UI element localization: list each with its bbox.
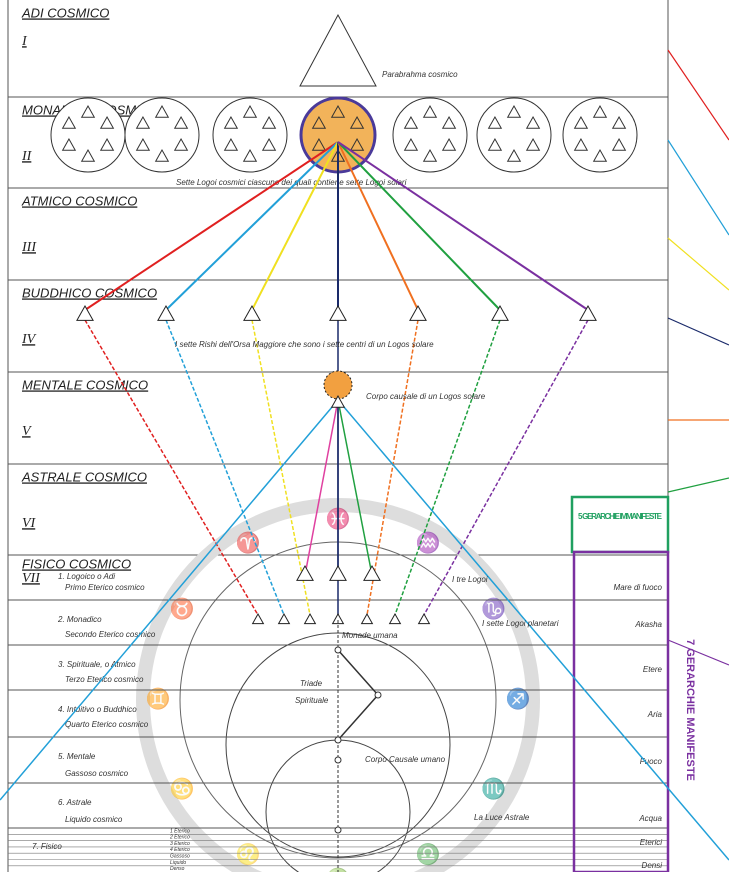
division-label: Gassoso: [170, 854, 190, 860]
annotation: Parabrahma cosmico: [382, 70, 458, 79]
zodiac-sign: ♌: [236, 842, 261, 866]
zodiac-sign: ♋: [170, 776, 195, 800]
ray-line: [668, 640, 729, 665]
annotation: I sette Rishi dell'Orsa Maggiore che son…: [175, 340, 434, 349]
ray-line: [668, 140, 729, 235]
plane-name: FISICO COSMICO: [22, 556, 131, 571]
hierarchy-label: 7 GERARCHIE MANIFESTE: [684, 639, 696, 781]
division-label: Denso: [170, 866, 185, 872]
plane-numeral: IV: [21, 332, 37, 347]
node: [335, 647, 341, 653]
hierarchy-label: 5 GERARCHIE IMMANIFESTE: [578, 512, 663, 521]
division-label: 3 Eterico: [170, 841, 190, 847]
element-label: Eterici: [640, 838, 662, 847]
annotation: I sette Logoi planetari: [482, 619, 559, 628]
element-label: Etere: [643, 665, 663, 674]
subplane-title: 4. Intuitivo o Buddhico: [58, 705, 137, 714]
ray-line: [338, 142, 418, 310]
annotation: Corpo Causale umano: [365, 755, 446, 764]
plane-numeral: I: [21, 34, 28, 49]
zodiac-sign: ♒: [416, 530, 441, 554]
annotation: Monade umana: [342, 631, 398, 640]
triangle: [419, 614, 430, 624]
triangle: [305, 614, 316, 624]
plane-numeral: VII: [22, 571, 41, 586]
ray-line: [668, 50, 729, 140]
triangle: [279, 614, 290, 624]
plane-name: ATMICO COSMICO: [21, 193, 137, 208]
division-label: 1 Eterico: [170, 828, 190, 834]
zodiac-sign: ♈: [236, 530, 261, 554]
subplane-title: 7. Fisico: [32, 842, 62, 851]
ray-line: [85, 142, 338, 310]
ray-line: [424, 320, 588, 615]
annotation: Corpo causale di un Logos solare: [366, 392, 486, 401]
triad: [338, 650, 378, 740]
zodiac-sign: ♎: [416, 842, 441, 866]
annotation: Spirituale: [295, 696, 329, 705]
plane-name: ASTRALE COSMICO: [21, 469, 147, 484]
ray-line: [305, 400, 338, 575]
triangle: [77, 306, 93, 320]
node: [335, 757, 341, 763]
triangle: [330, 566, 346, 580]
triangle: [580, 306, 596, 320]
triangle: [244, 306, 260, 320]
triangle: [300, 15, 376, 86]
ray-line: [338, 400, 372, 575]
division-label: Liquido: [170, 860, 186, 866]
ray-line: [668, 318, 729, 345]
subplane-title: 6. Astrale: [58, 798, 92, 807]
hierarchy-box: [572, 497, 668, 552]
node: [335, 827, 341, 833]
plane-numeral: VI: [22, 516, 37, 531]
element-label: Aria: [647, 710, 663, 719]
triangle: [390, 614, 401, 624]
node: [335, 737, 341, 743]
triangle: [253, 614, 264, 624]
zodiac-sign: ♏: [481, 776, 506, 800]
subplane-subtitle: Primo Eterico cosmico: [65, 583, 145, 592]
triangle: [364, 566, 380, 580]
annotation: I tre Logoi: [452, 575, 488, 584]
node: [375, 692, 381, 698]
triangle: [158, 306, 174, 320]
triangle: [410, 306, 426, 320]
ray-line: [338, 142, 588, 310]
diagram: ADI COSMICOIMONADICO COSMICOIIATMICO COS…: [0, 0, 729, 872]
element-label: Acqua: [638, 814, 662, 823]
subplane-title: 3. Spirituale, o Atmico: [58, 660, 136, 669]
annotation: Sette Logoi cosmici ciascuno dei quali c…: [176, 178, 407, 187]
element-label: Densi: [642, 861, 663, 870]
element-label: Mare di fuoco: [614, 583, 663, 592]
plane-numeral: V: [22, 424, 32, 439]
division-label: 2 Eterico: [169, 835, 190, 841]
plane-numeral: II: [21, 149, 33, 164]
subplane-subtitle: Gassoso cosmico: [65, 769, 129, 778]
subplane-title: 5. Mentale: [58, 752, 96, 761]
division-label: 4 Eterico: [170, 847, 190, 853]
triangle: [492, 306, 508, 320]
subplane-title: 1. Logoico o Adi: [58, 572, 115, 581]
causal-body: [324, 371, 352, 399]
triangle: [330, 306, 346, 320]
element-label: Akasha: [634, 620, 662, 629]
plane-name: MENTALE COSMICO: [22, 377, 148, 392]
ray-line: [668, 478, 729, 492]
subplane-subtitle: Quarto Eterico cosmico: [65, 720, 149, 729]
triangle: [362, 614, 373, 624]
plane-numeral: III: [21, 240, 37, 255]
annotation: La Luce Astrale: [474, 813, 530, 822]
plane-name: BUDDHICO COSMICO: [22, 285, 157, 300]
ray-line: [668, 238, 729, 290]
subplane-subtitle: Liquido cosmico: [65, 815, 123, 824]
plane-name: ADI COSMICO: [21, 5, 109, 20]
annotation: Triade: [300, 679, 323, 688]
ray-line: [338, 400, 729, 860]
subplane-title: 2. Monadico: [57, 615, 102, 624]
triangle: [297, 566, 313, 580]
